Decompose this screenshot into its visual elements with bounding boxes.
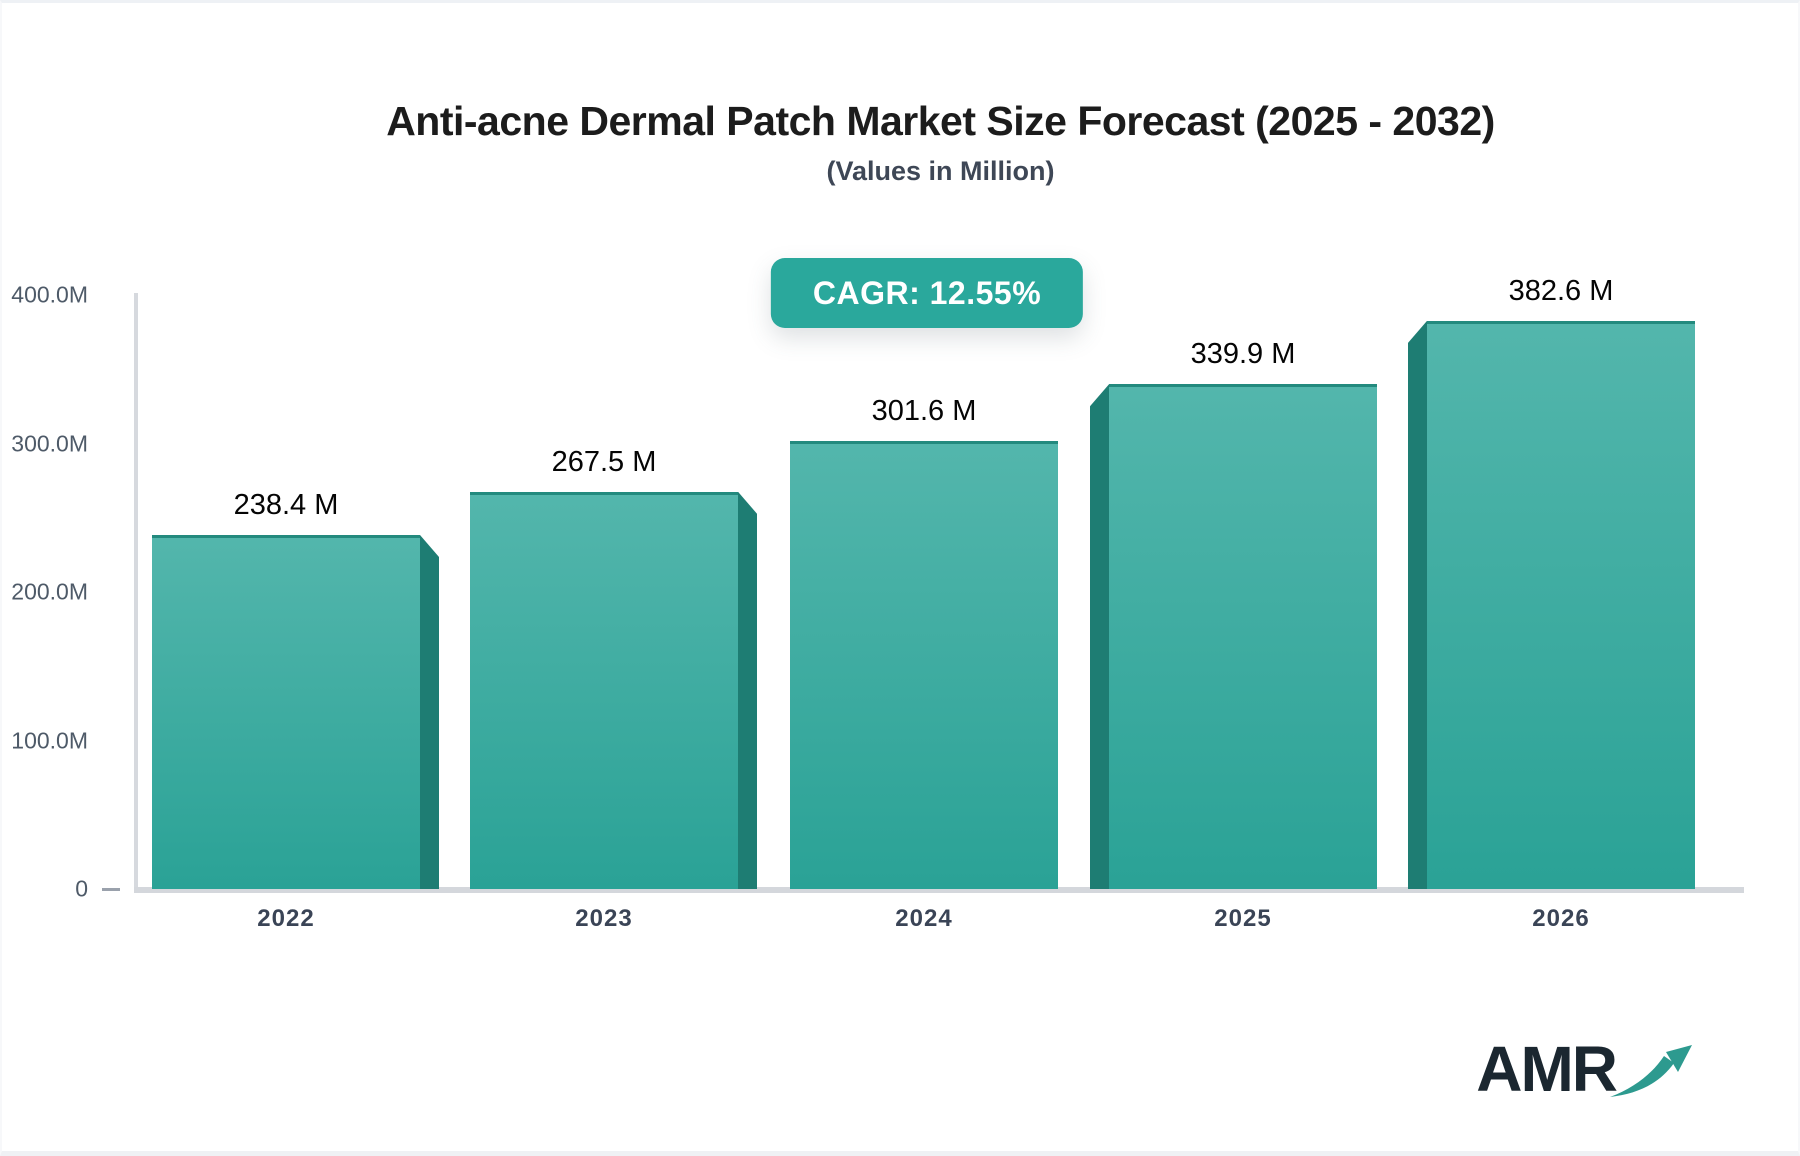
bar-2025 (1109, 384, 1377, 889)
page-subtitle: (Values in Million) (826, 156, 1055, 187)
x-axis-label: 2026 (1532, 905, 1590, 932)
amr-logo: AMR (1476, 1037, 1700, 1103)
bar-2024 (790, 441, 1058, 889)
x-axis-label: 2023 (575, 905, 633, 932)
bar-bevel-left (1408, 320, 1427, 889)
cagr-badge: CAGR: 12.55% (770, 258, 1084, 328)
bar-2022 (152, 534, 420, 889)
bar-bevel-right (420, 534, 439, 889)
bar-value-label: 238.4 M (233, 488, 339, 521)
y-axis-line (134, 293, 138, 892)
zero-tick-dash (102, 888, 120, 891)
bar-bevel-right (738, 491, 757, 889)
x-axis-label: 2022 (257, 905, 315, 932)
x-axis-label: 2024 (895, 905, 953, 932)
bar-2023 (470, 491, 738, 889)
y-tick-label: 400.0M (11, 281, 88, 308)
trend-up-arrow-icon (1610, 1045, 1692, 1097)
bar-bevel-left (1090, 384, 1109, 889)
bar-value-label: 382.6 M (1508, 274, 1614, 307)
amr-logo-text: AMR (1476, 1033, 1618, 1105)
bar-2026 (1427, 320, 1695, 889)
x-axis-label: 2025 (1214, 905, 1272, 932)
y-tick-label: 200.0M (11, 578, 88, 605)
bar-value-label: 339.9 M (1190, 338, 1296, 371)
page-title: Anti-acne Dermal Patch Market Size Forec… (386, 98, 1495, 144)
bar-value-label: 301.6 M (871, 395, 977, 428)
title-block: Anti-acne Dermal Patch Market Size Forec… (137, 97, 1744, 187)
y-tick-label: 300.0M (11, 430, 88, 456)
y-tick-label: 0 (75, 875, 88, 902)
bar-value-label: 267.5 M (551, 445, 657, 478)
x-axis-baseline (134, 887, 1744, 893)
y-tick-label: 100.0M (11, 727, 88, 753)
